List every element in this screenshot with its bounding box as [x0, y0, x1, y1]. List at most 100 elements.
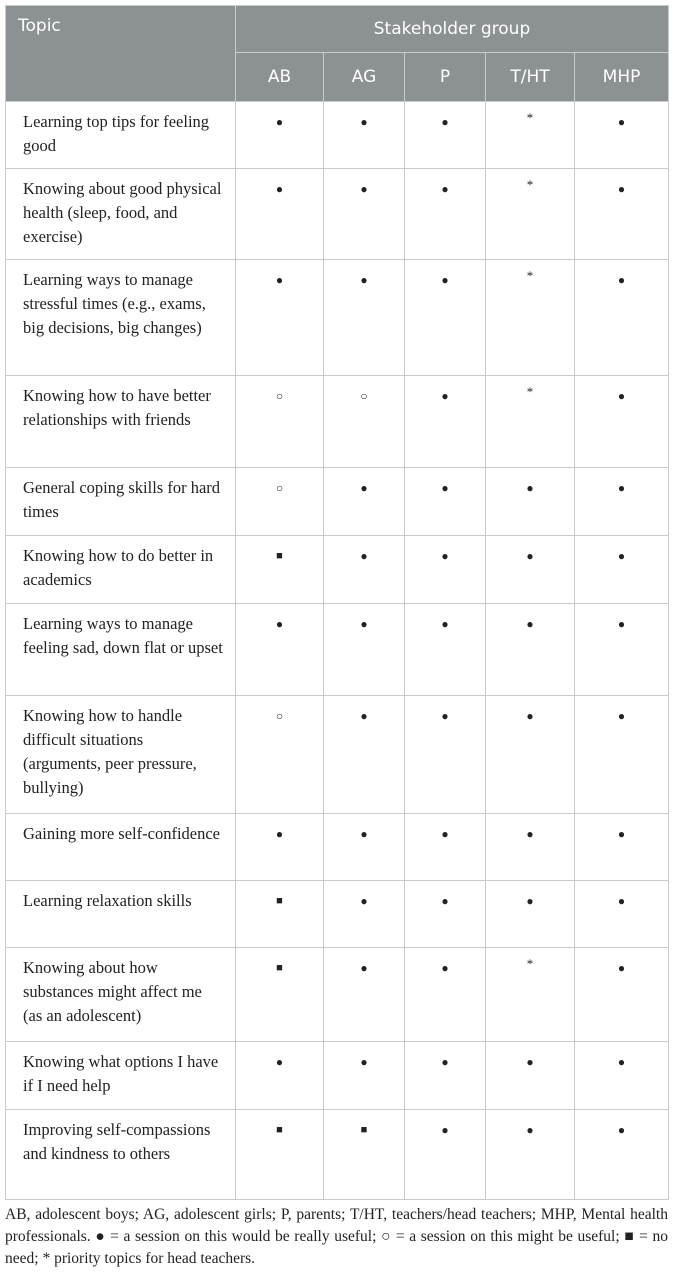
- header-topic: Topic: [5, 5, 236, 102]
- rating-cell: ●: [323, 603, 405, 696]
- rating-cell: ●: [235, 101, 324, 169]
- rating-cell: ●: [573, 1041, 670, 1110]
- topic-cell: Knowing how to handle difficult situatio…: [5, 695, 236, 814]
- topics-table: Topic Stakeholder group AB AG P T/HT MHP…: [5, 5, 670, 1200]
- topic-cell: General coping skills for hard times: [5, 467, 236, 536]
- rating-cell: ●: [573, 947, 670, 1042]
- rating-cell: ●: [323, 947, 405, 1042]
- header-col-p: P: [404, 52, 486, 102]
- header-col-mhp: MHP: [573, 52, 670, 102]
- topic-cell: Learning relaxation skills: [5, 880, 236, 948]
- header-col-tht: T/HT: [485, 52, 575, 102]
- table-row: Improving self-compassions and kindness …: [5, 1109, 670, 1200]
- table-row: Knowing what options I have if I need he…: [5, 1041, 670, 1110]
- rating-cell: ●: [573, 813, 670, 881]
- topic-cell: Knowing how to do better in academics: [5, 535, 236, 604]
- rating-cell: ●: [323, 880, 405, 948]
- rating-cell: ●: [404, 535, 486, 604]
- rating-cell: ■: [235, 535, 324, 604]
- topic-cell: Knowing what options I have if I need he…: [5, 1041, 236, 1110]
- rating-cell: ●: [485, 1109, 575, 1200]
- rating-cell: ●: [235, 259, 324, 376]
- rating-cell: ●: [235, 603, 324, 696]
- rating-cell: *: [485, 259, 575, 376]
- header-stakeholder-group: Stakeholder group: [234, 5, 670, 53]
- rating-cell: ●: [485, 813, 575, 881]
- topic-cell: Improving self-compassions and kindness …: [5, 1109, 236, 1200]
- rating-cell: ●: [323, 535, 405, 604]
- rating-cell: ●: [485, 535, 575, 604]
- rating-cell: *: [485, 947, 575, 1042]
- rating-cell: ●: [485, 880, 575, 948]
- table-row: Knowing how to have better relationships…: [5, 375, 670, 468]
- rating-cell: ●: [573, 467, 670, 536]
- rating-cell: ●: [404, 259, 486, 376]
- rating-cell: ●: [485, 1041, 575, 1110]
- rating-cell: ■: [323, 1109, 405, 1200]
- rating-cell: ●: [404, 375, 486, 468]
- rating-cell: ●: [573, 695, 670, 814]
- rating-cell: ●: [323, 813, 405, 881]
- header-col-ab: AB: [235, 52, 324, 102]
- rating-cell: ●: [404, 1041, 486, 1110]
- rating-cell: ●: [404, 467, 486, 536]
- rating-cell: ●: [404, 168, 486, 260]
- rating-cell: ●: [404, 813, 486, 881]
- table-row: Learning ways to manage feeling sad, dow…: [5, 603, 670, 696]
- table-row: Knowing how to handle difficult situatio…: [5, 695, 670, 814]
- topic-cell: Learning ways to manage stressful times …: [5, 259, 236, 376]
- rating-cell: ■: [235, 880, 324, 948]
- rating-cell: *: [485, 101, 575, 169]
- rating-cell: ●: [573, 535, 670, 604]
- topic-cell: Gaining more self-confidence: [5, 813, 236, 881]
- rating-cell: ●: [235, 1041, 324, 1110]
- table-footnote: AB, adolescent boys; AG, adolescent girl…: [5, 1206, 668, 1267]
- rating-cell: ●: [323, 695, 405, 814]
- rating-cell: ■: [235, 1109, 324, 1200]
- rating-cell: ■: [235, 947, 324, 1042]
- table-row: Learning ways to manage stressful times …: [5, 259, 670, 376]
- table-row: Knowing about good physical health (slee…: [5, 168, 670, 260]
- rating-cell: ●: [485, 695, 575, 814]
- rating-cell: ●: [323, 1041, 405, 1110]
- rating-cell: ●: [573, 259, 670, 376]
- topic-cell: Knowing how to have better relationships…: [5, 375, 236, 468]
- rating-cell: ●: [323, 467, 405, 536]
- rating-cell: ●: [404, 101, 486, 169]
- rating-cell: ●: [485, 603, 575, 696]
- rating-cell: ●: [573, 603, 670, 696]
- table-row: Learning top tips for feeling good ● ● ● * ●: [5, 101, 670, 169]
- rating-cell: ●: [323, 259, 405, 376]
- rating-cell: ●: [573, 880, 670, 948]
- table-row: Learning relaxation skills ■ ● ● ● ●: [5, 880, 670, 948]
- header-col-ag: AG: [323, 52, 405, 102]
- rating-cell: ●: [323, 168, 405, 260]
- rating-cell: ●: [573, 375, 670, 468]
- topic-cell: Knowing about good physical health (slee…: [5, 168, 236, 260]
- table-row: Gaining more self-confidence ● ● ● ● ●: [5, 813, 670, 881]
- rating-cell: ●: [404, 603, 486, 696]
- rating-cell: ●: [235, 168, 324, 260]
- rating-cell: ○: [235, 695, 324, 814]
- rating-cell: *: [485, 168, 575, 260]
- topic-cell: Knowing about how substances might affec…: [5, 947, 236, 1042]
- rating-cell: ●: [404, 1109, 486, 1200]
- rating-cell: ●: [573, 101, 670, 169]
- table-row: General coping skills for hard times ○ ● ● ●…: [5, 467, 670, 536]
- rating-cell: ●: [573, 168, 670, 260]
- rating-cell: ●: [404, 880, 486, 948]
- rating-cell: ●: [404, 947, 486, 1042]
- rating-cell: ●: [323, 101, 405, 169]
- table-row: Knowing about how substances might affec…: [5, 947, 670, 1042]
- topic-cell: Learning ways to manage feeling sad, dow…: [5, 603, 236, 696]
- rating-cell: ●: [485, 467, 575, 536]
- rating-cell: ○: [235, 375, 324, 468]
- rating-cell: *: [485, 375, 575, 468]
- rating-cell: ●: [235, 813, 324, 881]
- rating-cell: ●: [404, 695, 486, 814]
- rating-cell: ○: [323, 375, 405, 468]
- rating-cell: ○: [235, 467, 324, 536]
- table-row: Knowing how to do better in academics ■ ● ●…: [5, 535, 670, 604]
- topic-cell: Learning top tips for feeling good: [5, 101, 236, 169]
- rating-cell: ●: [573, 1109, 670, 1200]
